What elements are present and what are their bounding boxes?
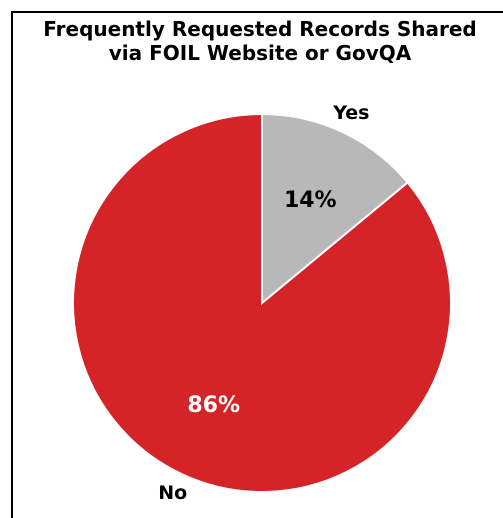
- chart-title: Frequently Requested Records Shared via …: [43, 17, 477, 65]
- chart-frame: [11, 11, 503, 518]
- pie-slice-no: [72, 112, 452, 493]
- slice-category-label-no: No: [158, 482, 187, 504]
- slice-category-label-yes: Yes: [332, 102, 369, 124]
- slice-value-label-no: 86%: [187, 393, 240, 418]
- slice-value-label-yes: 14%: [284, 188, 337, 213]
- pie-slice-yes: [261, 112, 410, 306]
